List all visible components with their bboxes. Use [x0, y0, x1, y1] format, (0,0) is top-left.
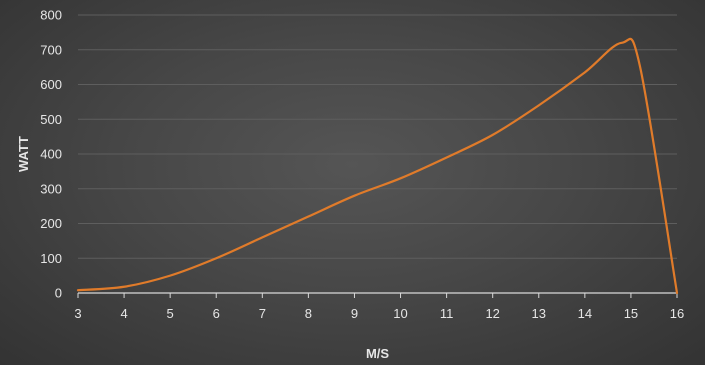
- x-tick-label: 13: [532, 306, 546, 321]
- gridlines: [78, 14, 677, 259]
- y-tick-label: 400: [40, 147, 62, 162]
- x-tick-label: 14: [578, 306, 592, 321]
- x-tick-label: 15: [624, 306, 638, 321]
- y-tick-label: 500: [40, 112, 62, 127]
- x-tick-label: 9: [351, 306, 358, 321]
- x-tick-label: 6: [213, 306, 220, 321]
- y-tick-label: 200: [40, 216, 62, 231]
- x-tick-label: 5: [167, 306, 174, 321]
- x-tick-label: 11: [440, 306, 454, 321]
- x-tick-label: 8: [305, 306, 312, 321]
- y-tick-labels: 0 100 200 300 400 500 600 700 800: [40, 8, 62, 301]
- y-axis-title: WATT: [16, 136, 31, 172]
- y-tick-label: 700: [40, 42, 62, 57]
- y-tick-label: 600: [40, 77, 62, 92]
- series-line-0: [76, 37, 679, 295]
- x-tick-label: 16: [670, 306, 684, 321]
- y-tick-label: 800: [40, 8, 62, 23]
- x-tick-label: 10: [393, 306, 407, 321]
- x-tick-label: 7: [259, 306, 266, 321]
- y-tick-label: 0: [55, 286, 62, 301]
- x-tick-label: 12: [485, 306, 499, 321]
- x-tick-label: 4: [120, 306, 127, 321]
- y-tick-label: 100: [40, 251, 62, 266]
- x-tick-label: 3: [74, 306, 81, 321]
- y-tick-label: 300: [40, 181, 62, 196]
- x-axis-title: M/S: [366, 346, 389, 361]
- series-group: [76, 37, 679, 295]
- x-tick-labels: 3 4 5 6 7 8 9 10 11 12 13 14 15 16: [74, 293, 684, 321]
